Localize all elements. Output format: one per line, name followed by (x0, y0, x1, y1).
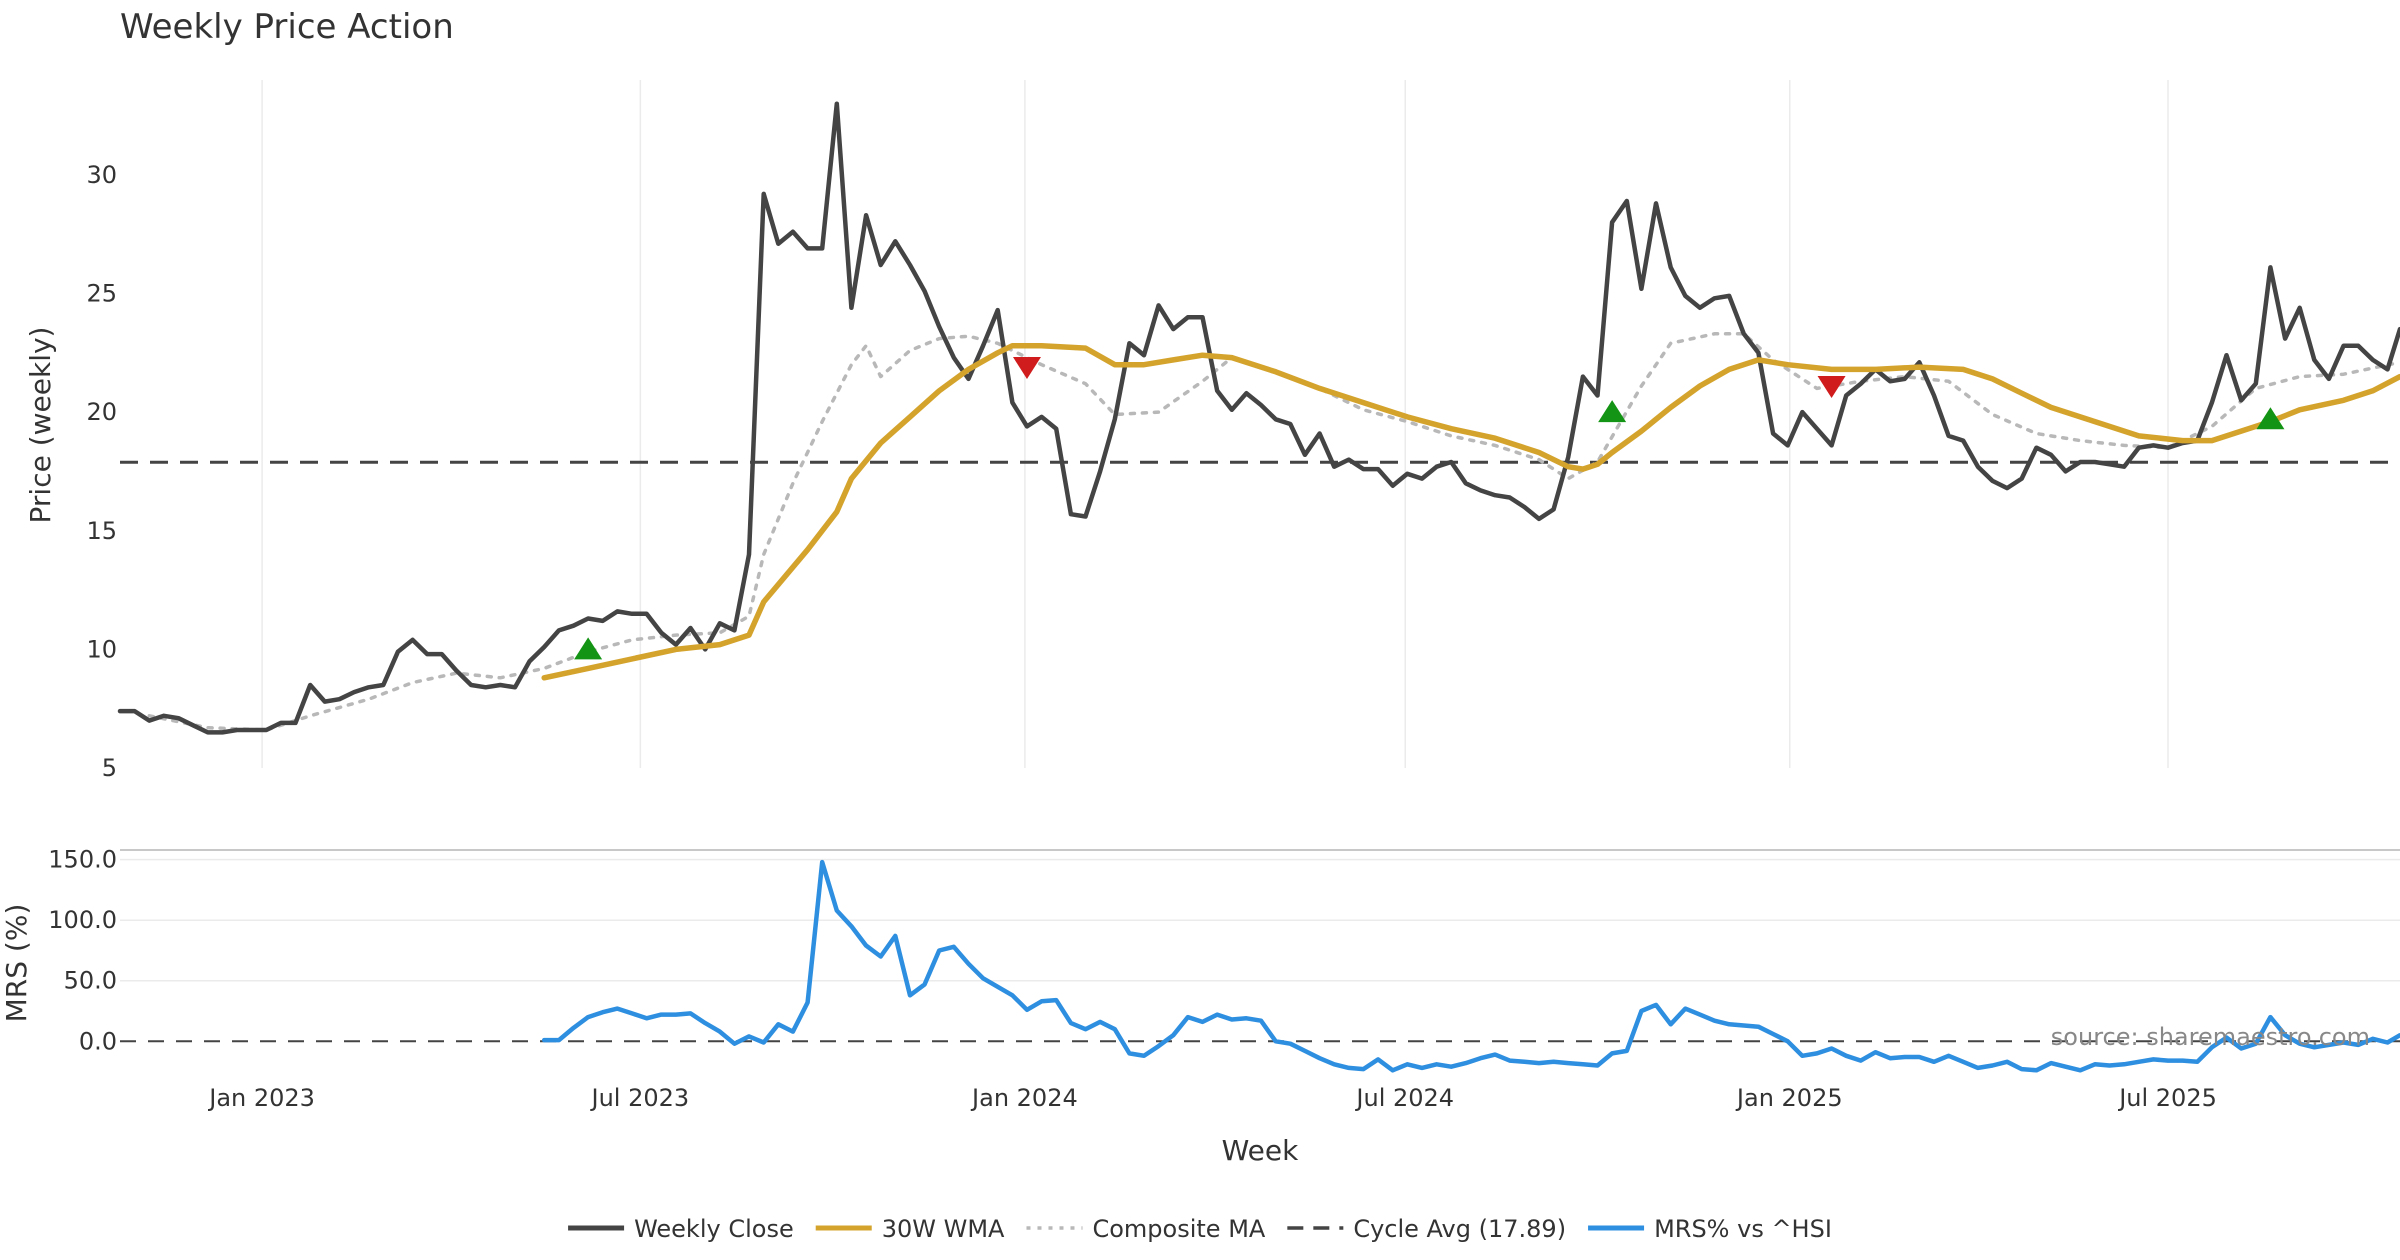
price-y-tick-5: 5 (102, 754, 117, 782)
legend-label-composite-ma: Composite MA (1092, 1215, 1265, 1243)
x-tick-jan-2024: Jan 2024 (970, 1084, 1078, 1112)
x-tick-jan-2023: Jan 2023 (207, 1084, 315, 1112)
x-axis-ticks: Jan 2023 Jul 2023 Jan 2024 Jul 2024 Jan 2025… (207, 1084, 2217, 1112)
series-composite-ma (147, 332, 2400, 732)
x-tick-jul-2025: Jul 2025 (2117, 1084, 2217, 1112)
legend-label-weekly-close: Weekly Close (634, 1215, 794, 1243)
chart-title: Weekly Price Action (120, 7, 454, 47)
price-grid (261, 80, 2169, 768)
mrs-y-tick-150: 150.0 (48, 846, 117, 874)
mrs-grid (120, 858, 2400, 982)
mrs-y-ticks: 0.0 50.0 100.0 150.0 (48, 846, 117, 1056)
x-tick-jan-2025: Jan 2025 (1735, 1084, 1843, 1112)
price-y-axis-label: Price (weekly) (24, 327, 57, 524)
mrs-series (541, 859, 2400, 1073)
sell-signal-marker-1 (1012, 357, 1041, 380)
mrs-panel: 0.0 50.0 100.0 150.0 MRS (%) source: sharem… (0, 846, 2400, 1073)
x-axis-label: Week (1222, 1134, 1299, 1167)
price-y-tick-20: 20 (86, 398, 117, 426)
price-panel: 5 10 15 20 25 30 Price (weekly) (24, 80, 2400, 782)
price-y-ticks: 5 10 15 20 25 30 (86, 161, 117, 782)
mrs-y-tick-0: 0.0 (79, 1027, 117, 1055)
x-tick-jul-2024: Jul 2024 (1354, 1084, 1454, 1112)
legend-label-mrs-vs-hsi: MRS% vs ^HSI (1654, 1215, 1832, 1243)
mrs-y-axis-label: MRS (%) (0, 904, 33, 1023)
series-mrs-vs-hsi (541, 859, 2400, 1073)
legend: Weekly Close 30W WMA Composite MA Cycle Avg… (568, 1215, 1832, 1243)
legend-label-cycle-avg-17-89: Cycle Avg (17.89) (1353, 1215, 1566, 1243)
price-y-tick-30: 30 (86, 161, 117, 189)
x-tick-jul-2023: Jul 2023 (590, 1084, 690, 1112)
legend-label-30w-wma: 30W WMA (882, 1215, 1005, 1243)
price-y-tick-15: 15 (86, 517, 117, 545)
mrs-y-tick-100: 100.0 (48, 906, 117, 934)
buy-signal-marker-4 (2256, 407, 2285, 430)
series-30w-wma (541, 342, 2400, 681)
signal-markers (574, 357, 2285, 660)
buy-signal-marker-2 (1598, 400, 1627, 423)
price-y-tick-10: 10 (86, 635, 117, 663)
series-weekly-close (117, 101, 2400, 735)
mrs-y-tick-50: 50.0 (64, 967, 117, 995)
sell-signal-marker-3 (1817, 376, 1846, 399)
price-series (117, 101, 2400, 735)
price-y-tick-25: 25 (86, 280, 117, 308)
buy-signal-marker-0 (574, 637, 603, 660)
source-watermark: source: sharemaestro.com (2051, 1023, 2370, 1051)
